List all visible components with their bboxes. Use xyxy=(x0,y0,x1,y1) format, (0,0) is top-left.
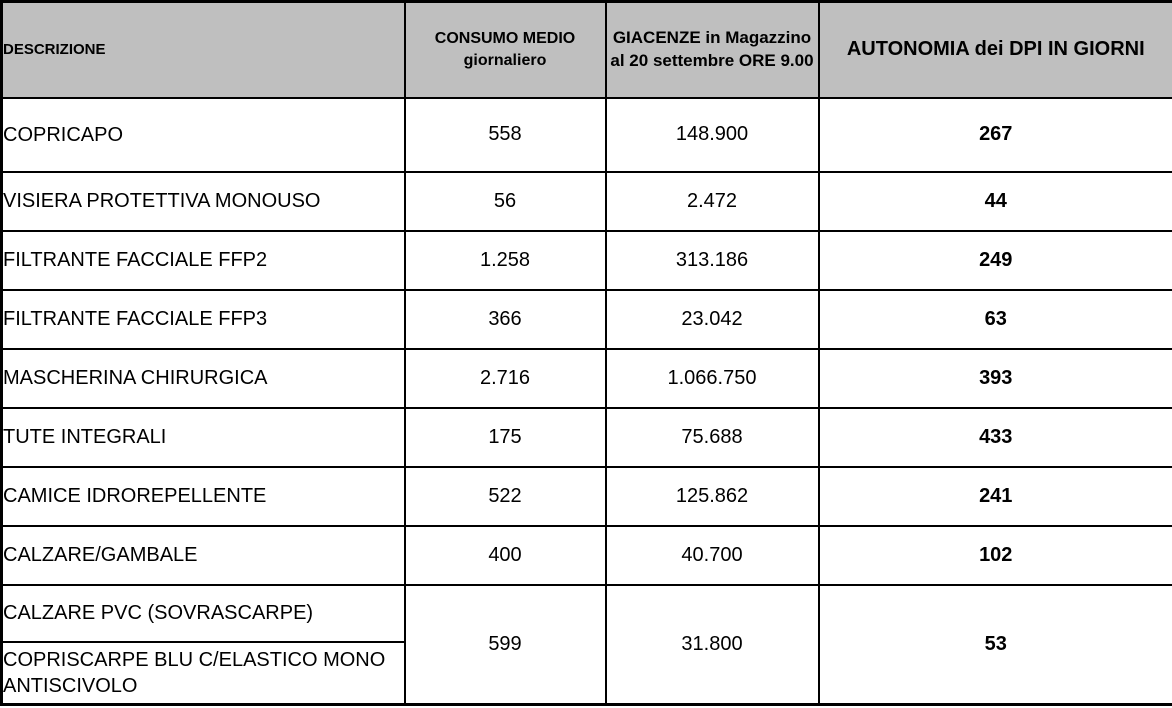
cell-giacenze: 75.688 xyxy=(604,406,820,468)
header-cell-descrizione: DESCRIZIONE xyxy=(0,0,406,99)
cell-autonomia: 241 xyxy=(817,465,1172,527)
cell-descrizione: COPRICAPO xyxy=(0,96,406,173)
cell-descrizione: CAMICE IDROREPELLENTE xyxy=(0,465,406,527)
table-body: COPRICAPO 558 148.900 267 VISIERA PROTET… xyxy=(0,96,1172,706)
cell-consumo: 522 xyxy=(403,465,607,527)
cell-consumo: 400 xyxy=(403,524,607,586)
cell-consumo: 175 xyxy=(403,406,607,468)
cell-consumo: 2.716 xyxy=(403,347,607,409)
header-cell-giacenze: GIACENZE in Magazzino al 20 settembre OR… xyxy=(604,0,820,99)
header-row: DESCRIZIONE CONSUMO MEDIO giornaliero GI… xyxy=(0,0,1172,99)
table-row: COPRICAPO 558 148.900 267 xyxy=(0,96,1172,173)
cell-descrizione: MASCHERINA CHIRURGICA xyxy=(0,347,406,409)
cell-consumo: 558 xyxy=(403,96,607,173)
cell-autonomia: 44 xyxy=(817,170,1172,232)
cell-descrizione: TUTE INTEGRALI xyxy=(0,406,406,468)
cell-giacenze: 313.186 xyxy=(604,229,820,291)
table-row: MASCHERINA CHIRURGICA 2.716 1.066.750 39… xyxy=(0,347,1172,409)
cell-autonomia: 433 xyxy=(817,406,1172,468)
cell-giacenze: 40.700 xyxy=(604,524,820,586)
cell-descrizione: CALZARE PVC (SOVRASCARPE) xyxy=(0,583,406,643)
header-cell-autonomia: AUTONOMIA dei DPI IN GIORNI xyxy=(817,0,1172,99)
table-row: FILTRANTE FACCIALE FFP2 1.258 313.186 24… xyxy=(0,229,1172,291)
table-row: CAMICE IDROREPELLENTE 522 125.862 241 xyxy=(0,465,1172,527)
cell-giacenze: 23.042 xyxy=(604,288,820,350)
cell-consumo: 56 xyxy=(403,170,607,232)
cell-consumo-merged: 599 xyxy=(403,583,607,706)
table-row: TUTE INTEGRALI 175 75.688 433 xyxy=(0,406,1172,468)
cell-giacenze: 2.472 xyxy=(604,170,820,232)
cell-descrizione: FILTRANTE FACCIALE FFP3 xyxy=(0,288,406,350)
cell-autonomia: 63 xyxy=(817,288,1172,350)
table-row-merged-bottom: COPRISCARPE BLU C/ELASTICO MONO ANTISCIV… xyxy=(0,640,1172,706)
cell-giacenze-merged: 31.800 xyxy=(604,583,820,706)
cell-consumo: 1.258 xyxy=(403,229,607,291)
cell-autonomia: 102 xyxy=(817,524,1172,586)
table-header: DESCRIZIONE CONSUMO MEDIO giornaliero GI… xyxy=(0,0,1172,99)
table-row: VISIERA PROTETTIVA MONOUSO 56 2.472 44 xyxy=(0,170,1172,232)
header-cell-consumo-medio: CONSUMO MEDIO giornaliero xyxy=(403,0,607,99)
table-row: CALZARE/GAMBALE 400 40.700 102 xyxy=(0,524,1172,586)
cell-giacenze: 1.066.750 xyxy=(604,347,820,409)
cell-autonomia-merged: 53 xyxy=(817,583,1172,706)
cell-descrizione: CALZARE/GAMBALE xyxy=(0,524,406,586)
cell-giacenze: 148.900 xyxy=(604,96,820,173)
cell-descrizione: VISIERA PROTETTIVA MONOUSO xyxy=(0,170,406,232)
table-row: FILTRANTE FACCIALE FFP3 366 23.042 63 xyxy=(0,288,1172,350)
cell-autonomia: 267 xyxy=(817,96,1172,173)
cell-descrizione: COPRISCARPE BLU C/ELASTICO MONO ANTISCIV… xyxy=(0,640,406,706)
cell-autonomia: 249 xyxy=(817,229,1172,291)
cell-descrizione: FILTRANTE FACCIALE FFP2 xyxy=(0,229,406,291)
cell-consumo: 366 xyxy=(403,288,607,350)
cell-giacenze: 125.862 xyxy=(604,465,820,527)
table-row-merged-top: CALZARE PVC (SOVRASCARPE) 599 31.800 53 xyxy=(0,583,1172,706)
cell-autonomia: 393 xyxy=(817,347,1172,409)
